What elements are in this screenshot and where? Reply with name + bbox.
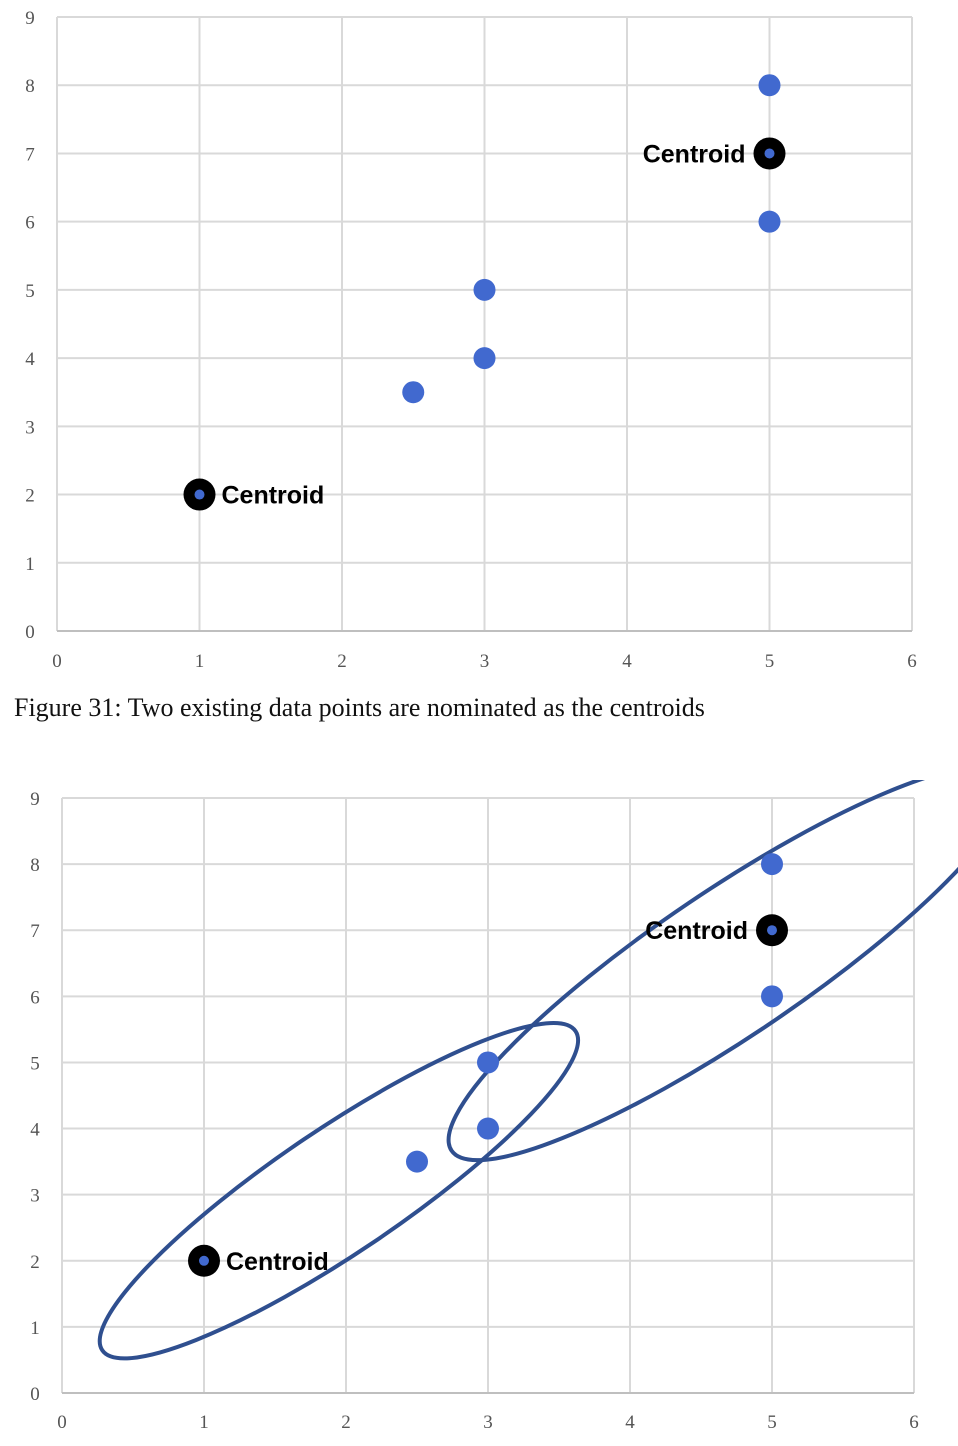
x-tick-label: 6 bbox=[907, 651, 917, 672]
cluster-ellipse bbox=[446, 780, 958, 1163]
data-point bbox=[402, 381, 425, 404]
y-tick-label: 1 bbox=[30, 1318, 40, 1339]
y-tick-label: 6 bbox=[30, 987, 40, 1008]
cluster-outlines bbox=[97, 780, 958, 1361]
centroid-label: Centroid bbox=[645, 917, 748, 945]
y-tick-label: 4 bbox=[30, 1120, 40, 1141]
grid bbox=[56, 16, 913, 632]
centroid-center-dot bbox=[199, 1255, 209, 1266]
data-point bbox=[406, 1150, 428, 1173]
data-point bbox=[473, 278, 496, 301]
centroid-label: Centroid bbox=[643, 140, 746, 168]
x-tick-label: 0 bbox=[57, 1412, 67, 1433]
y-tick-label: 5 bbox=[25, 281, 35, 302]
y-tick-label: 0 bbox=[25, 622, 35, 643]
y-tick-label: 8 bbox=[25, 76, 35, 97]
x-tick-label: 5 bbox=[767, 1412, 777, 1433]
x-tick-label: 1 bbox=[195, 651, 205, 672]
y-tick-label: 5 bbox=[30, 1053, 40, 1074]
y-tick-label: 3 bbox=[30, 1186, 40, 1207]
x-tick-label: 0 bbox=[52, 651, 62, 672]
x-tick-label: 6 bbox=[909, 1412, 919, 1433]
y-tick-label: 2 bbox=[30, 1252, 40, 1273]
y-tick-label: 7 bbox=[25, 144, 35, 165]
scatter-chart-initial-centroids: 0 1 2 3 4 5 6 0 1 2 3 4 5 6 7 8 9 Centroid Centroid bbox=[25, 8, 917, 672]
data-point bbox=[761, 853, 783, 876]
centroid-center-dot bbox=[764, 148, 775, 159]
x-tick-label: 3 bbox=[483, 1412, 493, 1433]
data-point bbox=[761, 985, 783, 1008]
y-tick-label: 3 bbox=[25, 417, 35, 438]
grid bbox=[61, 797, 915, 1394]
y-tick-label: 4 bbox=[25, 349, 35, 370]
y-tick-label: 0 bbox=[30, 1384, 40, 1405]
y-tick-label: 7 bbox=[30, 921, 40, 942]
y-tick-labels: 0 1 2 3 4 5 6 7 8 9 bbox=[25, 8, 35, 643]
x-tick-labels: 0 1 2 3 4 5 6 bbox=[57, 1412, 919, 1433]
centroid-label: Centroid bbox=[222, 482, 325, 510]
y-tick-label: 6 bbox=[25, 213, 35, 234]
scatter-chart-clusters: 0 1 2 3 4 5 6 0 1 2 3 4 5 6 7 8 9 Centroid Centroid bbox=[30, 780, 958, 1433]
x-tick-label: 3 bbox=[480, 651, 490, 672]
y-tick-label: 9 bbox=[30, 789, 40, 810]
y-tick-label: 9 bbox=[25, 8, 35, 29]
y-tick-labels: 0 1 2 3 4 5 6 7 8 9 bbox=[30, 789, 40, 1405]
data-point bbox=[477, 1051, 499, 1074]
x-tick-labels: 0 1 2 3 4 5 6 bbox=[52, 651, 917, 672]
y-tick-label: 1 bbox=[25, 554, 35, 575]
centroids: Centroid Centroid bbox=[183, 137, 786, 511]
x-tick-label: 2 bbox=[337, 651, 347, 672]
data-point bbox=[473, 347, 496, 370]
data-point bbox=[758, 210, 781, 233]
x-tick-label: 5 bbox=[765, 651, 775, 672]
y-tick-label: 2 bbox=[25, 486, 35, 507]
x-tick-label: 4 bbox=[622, 651, 632, 672]
centroid-center-dot bbox=[767, 925, 777, 936]
x-tick-label: 1 bbox=[199, 1412, 209, 1433]
x-tick-label: 4 bbox=[625, 1412, 635, 1433]
centroid-label: Centroid bbox=[226, 1248, 329, 1276]
centroid-center-dot bbox=[194, 489, 205, 500]
data-point bbox=[477, 1117, 499, 1140]
centroids: Centroid Centroid bbox=[188, 914, 788, 1277]
y-tick-label: 8 bbox=[30, 855, 40, 876]
figure-caption: Figure 31: Two existing data points are … bbox=[14, 693, 705, 722]
x-tick-label: 2 bbox=[341, 1412, 351, 1433]
cluster-ellipse bbox=[97, 1020, 581, 1361]
data-point bbox=[758, 74, 781, 97]
